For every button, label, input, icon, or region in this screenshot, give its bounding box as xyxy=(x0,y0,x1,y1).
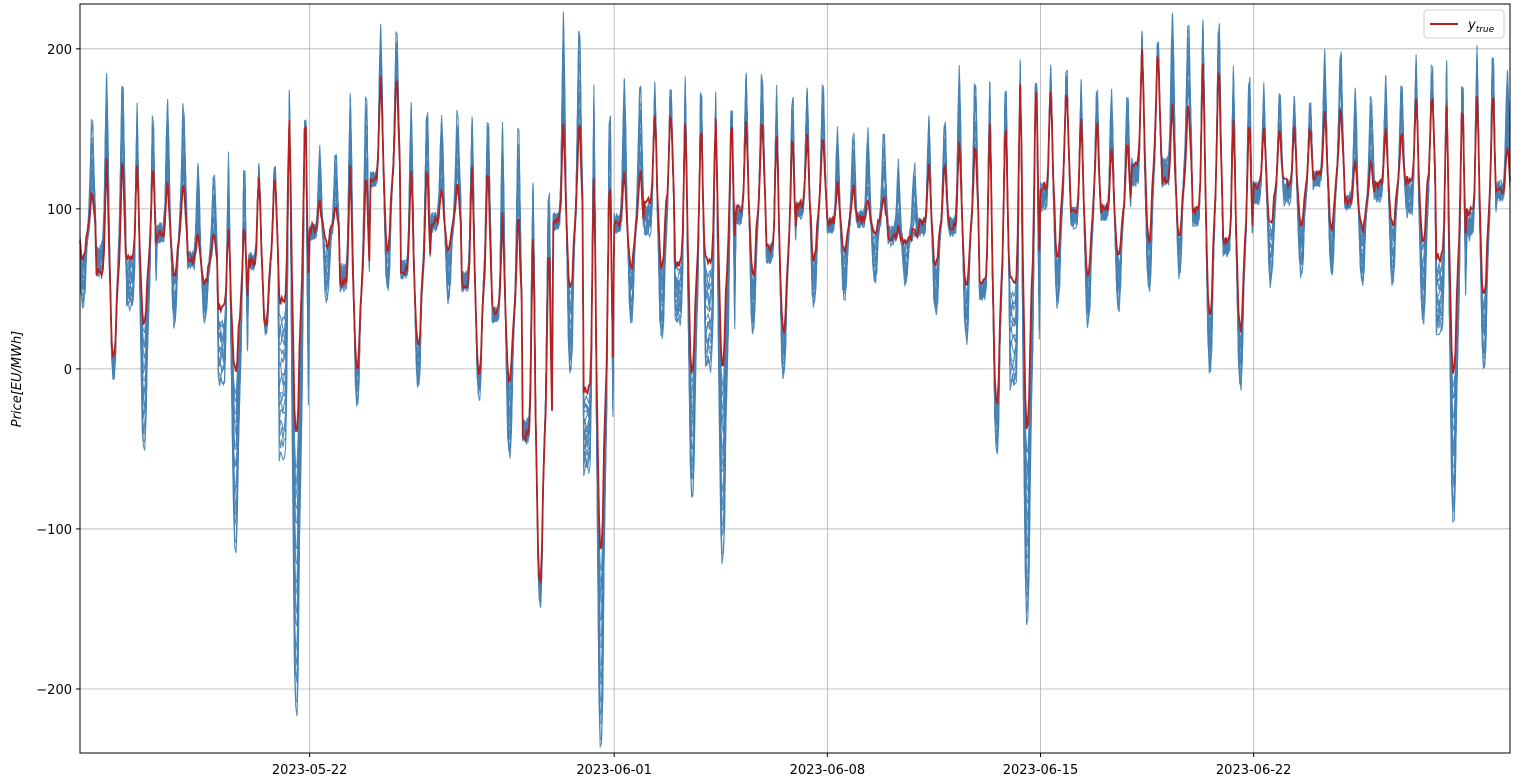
x-tick-label: 2023-06-15 xyxy=(1003,763,1079,778)
axis-layer: 2023-05-22 2023-06-01 2023-06-08 2023-06-15… xyxy=(36,43,1291,778)
x-tick-label: 2023-06-08 xyxy=(790,763,866,778)
truth-layer xyxy=(79,48,1511,585)
plot-frame xyxy=(79,3,1511,754)
y-tick-label: 200 xyxy=(47,43,72,58)
x-tick-label: 2023-05-22 xyxy=(272,763,348,778)
x-tick-label: 2023-06-01 xyxy=(576,763,652,778)
legend-label-y-true: ytrue xyxy=(1467,18,1495,35)
y-tick-label: −200 xyxy=(36,683,72,698)
y-tick-label: 0 xyxy=(64,363,72,378)
x-tick-label: 2023-06-22 xyxy=(1216,763,1292,778)
legend-label-subscript: true xyxy=(1476,25,1495,35)
legend: ytrue xyxy=(1423,9,1505,39)
y-tick-label: −100 xyxy=(36,523,72,538)
legend-box xyxy=(1423,9,1505,39)
y-tick-label: 100 xyxy=(47,203,72,218)
y-true-line xyxy=(79,48,1511,585)
legend-label-base: y xyxy=(1467,18,1476,33)
y-axis-label: Price[EU/MWh] xyxy=(10,331,25,428)
